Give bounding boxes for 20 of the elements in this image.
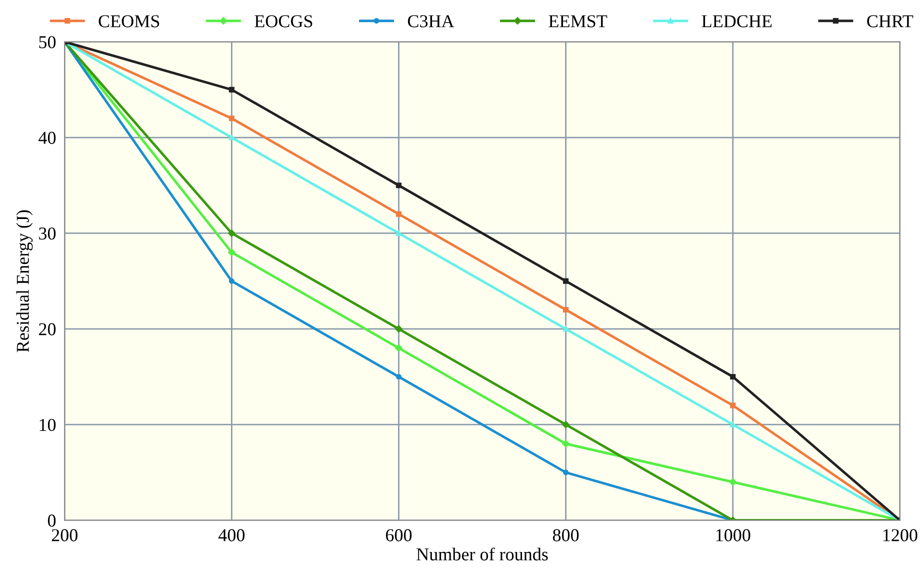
legend-label: CEOMS bbox=[98, 15, 160, 28]
y-tick-label: 20 bbox=[39, 323, 56, 336]
x-tick-label: 800 bbox=[552, 529, 579, 542]
x-tick-label: 1200 bbox=[883, 529, 918, 542]
y-tick-label: 40 bbox=[38, 132, 56, 144]
x-tick-label: 1000 bbox=[716, 529, 750, 542]
y-tick-label: 0 bbox=[48, 514, 56, 527]
x-tick-label: 400 bbox=[218, 529, 245, 542]
legend-label: EOCGS bbox=[254, 15, 312, 28]
x-axis-title: Number of rounds bbox=[416, 548, 548, 560]
y-tick-label: 10 bbox=[40, 418, 56, 432]
x-tick-label: 200 bbox=[52, 529, 78, 542]
x-tick-label: 600 bbox=[386, 529, 412, 542]
y-tick-label: 30 bbox=[39, 227, 56, 240]
y-axis-title: Residual Energy (J) bbox=[16, 210, 33, 352]
legend-label: LEDCHE bbox=[702, 15, 772, 28]
legend-label: CHRT bbox=[867, 15, 914, 28]
y-tick-label: 50 bbox=[39, 36, 56, 48]
legend-label: C3HA bbox=[408, 15, 454, 28]
legend-label: EEMST bbox=[548, 15, 608, 28]
